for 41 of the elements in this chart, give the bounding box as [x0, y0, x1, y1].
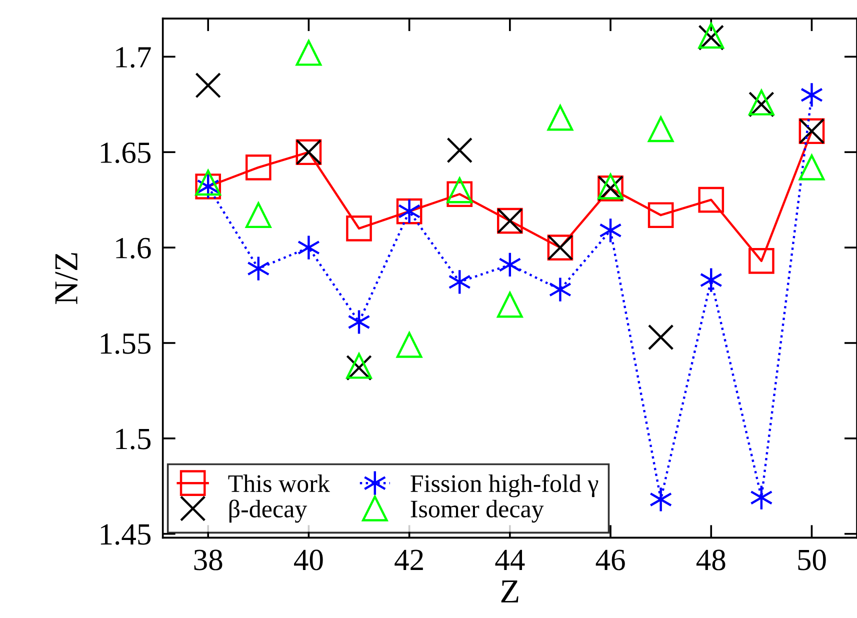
x-tick-label: 44	[495, 550, 525, 570]
point	[648, 202, 674, 228]
x-tick-label: 42	[394, 550, 423, 570]
point	[297, 234, 320, 260]
y-tick-label: 1.45	[100, 524, 151, 545]
x-tick-label: 40	[294, 550, 323, 570]
point	[245, 154, 272, 180]
x-tick-label: 46	[596, 550, 625, 570]
point	[245, 202, 272, 228]
legend-label: β-decay	[229, 500, 308, 523]
y-tick-label: 1.65	[100, 142, 151, 164]
y-tick-label: 1.6	[116, 238, 151, 259]
point	[497, 292, 523, 318]
point	[195, 170, 222, 196]
point	[649, 486, 672, 512]
point	[648, 324, 674, 350]
x-axis-title: Z	[501, 580, 518, 602]
x-tick-label: 48	[696, 550, 726, 570]
legend-label: Fission high-fold γ	[410, 474, 598, 498]
point	[548, 276, 572, 302]
y-axis-title: N/Z	[55, 253, 78, 304]
point	[748, 248, 774, 274]
legend-label: Isomer decay	[410, 500, 544, 523]
point	[800, 82, 824, 108]
point	[296, 40, 322, 66]
point	[547, 104, 574, 131]
point	[446, 181, 473, 208]
y-tick-label: 1.7	[116, 47, 151, 68]
point	[195, 72, 222, 98]
x-tick-label: 38	[194, 550, 222, 570]
point	[798, 154, 825, 180]
point	[446, 137, 473, 164]
point	[698, 186, 724, 213]
point	[648, 116, 674, 142]
point	[346, 216, 372, 242]
x-tick-label: 50	[798, 550, 826, 570]
point	[446, 177, 473, 204]
y-tick-label: 1.55	[100, 333, 151, 354]
point	[396, 332, 422, 358]
y-tick-label: 1.5	[116, 428, 151, 450]
legend-label: This work	[228, 474, 330, 492]
